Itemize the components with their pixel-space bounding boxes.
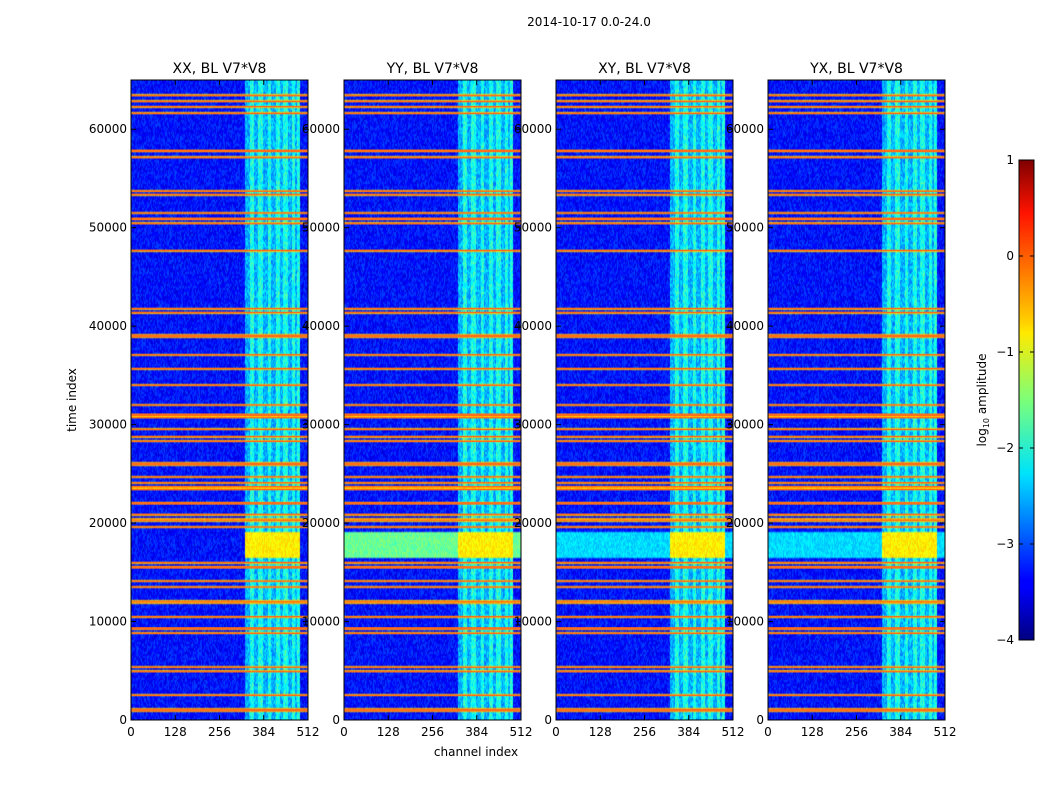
colorbar-tick-label-0: −4 bbox=[996, 633, 1014, 647]
panel-3-xtick-label-1: 128 bbox=[801, 725, 824, 739]
panel-0-ytick-label-4: 40000 bbox=[89, 319, 127, 333]
panel-2-ytick-label-6: 60000 bbox=[514, 122, 552, 136]
panels-group: XX, BL V7*V8 0 128 256 384 512 0 10000 20000 3000… bbox=[89, 61, 957, 739]
panel-3-ytick-label-1: 10000 bbox=[726, 615, 764, 629]
colorbar: −4 −3 −2 −1 0 1 log10 amplitude bbox=[975, 153, 1035, 647]
panel-2-xtick-label-0: 0 bbox=[552, 725, 560, 739]
colorbar-tick-label-4: 0 bbox=[1006, 249, 1014, 263]
panel-1-ytick-label-0: 0 bbox=[332, 713, 340, 727]
panel-2-xtick-label-1: 128 bbox=[589, 725, 612, 739]
panel-3-ytick-label-3: 30000 bbox=[726, 418, 764, 432]
panel-3-xtick-label-4: 512 bbox=[934, 725, 957, 739]
panel-3-ytick-label-0: 0 bbox=[756, 713, 764, 727]
panel-2-ytick-label-4: 40000 bbox=[514, 319, 552, 333]
panel-1: YY, BL V7*V8 0 128 256 384 512 0 10000 20000 3000… bbox=[302, 61, 533, 739]
panel-1-ytick-label-5: 50000 bbox=[302, 221, 340, 235]
colorbar-tick-label-2: −2 bbox=[996, 441, 1014, 455]
panel-0-xtick-label-1: 128 bbox=[164, 725, 187, 739]
panel-0-ytick-label-1: 10000 bbox=[89, 615, 127, 629]
panel-3-ytick-label-6: 60000 bbox=[726, 122, 764, 136]
panel-1-xtick-label-4: 512 bbox=[510, 725, 533, 739]
panel-3-heatmap bbox=[768, 80, 945, 720]
panel-0-xtick-label-4: 512 bbox=[297, 725, 320, 739]
panel-0-title: XX, BL V7*V8 bbox=[173, 61, 267, 77]
colorbar-tick-label-1: −3 bbox=[996, 537, 1014, 551]
panel-3-title: YX, BL V7*V8 bbox=[809, 61, 903, 77]
panel-2-ytick-label-0: 0 bbox=[544, 713, 552, 727]
colorbar-tick-label-5: 1 bbox=[1006, 153, 1014, 167]
panel-1-xtick-label-1: 128 bbox=[377, 725, 400, 739]
panel-0-ytick-label-3: 30000 bbox=[89, 418, 127, 432]
panel-3-ytick-label-5: 50000 bbox=[726, 221, 764, 235]
y-axis-label: time index bbox=[65, 368, 79, 432]
panel-0-xtick-label-3: 384 bbox=[252, 725, 275, 739]
panel-1-ytick-label-1: 10000 bbox=[302, 615, 340, 629]
panel-2-ytick-label-3: 30000 bbox=[514, 418, 552, 432]
colorbar-label-subscript: 10 bbox=[982, 418, 991, 428]
panel-1-xtick-label-3: 384 bbox=[465, 725, 488, 739]
panel-0-ytick-label-6: 60000 bbox=[89, 122, 127, 136]
panel-2-xtick-label-3: 384 bbox=[677, 725, 700, 739]
panel-3-xtick-label-3: 384 bbox=[889, 725, 912, 739]
panel-2-ytick-label-5: 50000 bbox=[514, 221, 552, 235]
panel-3: YX, BL V7*V8 0 128 256 384 512 0 10000 20000 3000… bbox=[726, 61, 957, 739]
panel-1-heatmap bbox=[344, 80, 521, 720]
colorbar-ticks: −4 −3 −2 −1 0 1 bbox=[996, 153, 1034, 647]
panel-2-ytick-label-1: 10000 bbox=[514, 615, 552, 629]
panel-2-xtick-label-2: 256 bbox=[633, 725, 656, 739]
x-axis-label: channel index bbox=[434, 745, 518, 759]
panel-1-ytick-label-2: 20000 bbox=[302, 516, 340, 530]
panel-1-xtick-label-0: 0 bbox=[340, 725, 348, 739]
panel-3-ytick-label-4: 40000 bbox=[726, 319, 764, 333]
panel-2-title: XY, BL V7*V8 bbox=[598, 61, 691, 77]
panel-1-xtick-label-2: 256 bbox=[421, 725, 444, 739]
panel-0-xtick-label-2: 256 bbox=[208, 725, 231, 739]
panel-2: XY, BL V7*V8 0 128 256 384 512 0 10000 20000 3000… bbox=[514, 61, 745, 739]
panel-0-xtick-label-0: 0 bbox=[127, 725, 135, 739]
colorbar-label: log10 amplitude bbox=[975, 354, 991, 447]
colorbar-gradient bbox=[1018, 159, 1035, 641]
panel-3-xtick-label-2: 256 bbox=[845, 725, 868, 739]
panel-2-xtick-label-4: 512 bbox=[722, 725, 745, 739]
panel-1-ytick-label-6: 60000 bbox=[302, 122, 340, 136]
panel-1-title: YY, BL V7*V8 bbox=[386, 61, 479, 77]
panel-2-heatmap bbox=[556, 80, 733, 720]
panel-3-ytick-label-2: 20000 bbox=[726, 516, 764, 530]
colorbar-label-suffix: amplitude bbox=[975, 354, 989, 418]
colorbar-tick-label-3: −1 bbox=[996, 345, 1014, 359]
panel-0-ytick-label-2: 20000 bbox=[89, 516, 127, 530]
panel-0: XX, BL V7*V8 0 128 256 384 512 0 10000 20000 3000… bbox=[89, 61, 320, 739]
panel-2-ytick-label-2: 20000 bbox=[514, 516, 552, 530]
panel-0-ytick-label-5: 50000 bbox=[89, 221, 127, 235]
panel-0-ytick-label-0: 0 bbox=[119, 713, 127, 727]
figure-suptitle: 2014-10-17 0.0-24.0 bbox=[527, 15, 651, 29]
panel-1-ytick-label-3: 30000 bbox=[302, 418, 340, 432]
colorbar-label-prefix: log bbox=[975, 428, 989, 446]
panel-1-ytick-label-4: 40000 bbox=[302, 319, 340, 333]
panel-3-xtick-label-0: 0 bbox=[764, 725, 772, 739]
panel-0-heatmap bbox=[131, 80, 308, 720]
